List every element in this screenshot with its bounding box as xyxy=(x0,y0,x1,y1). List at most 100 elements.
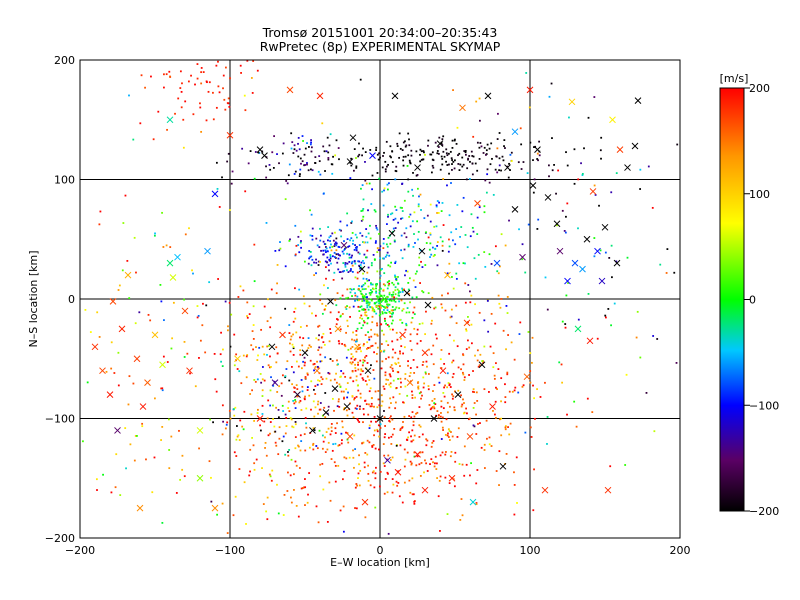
data-point-dot xyxy=(314,366,317,368)
data-point-dot xyxy=(380,323,383,326)
data-point-dot xyxy=(373,429,376,432)
data-point-dot xyxy=(261,345,264,348)
data-point-dot xyxy=(407,281,410,284)
data-point-dot xyxy=(432,255,435,258)
data-point-dot xyxy=(319,408,322,411)
data-point-dot xyxy=(327,239,329,242)
data-point-dot xyxy=(395,209,398,211)
data-point-dot xyxy=(375,227,378,229)
data-point-dot xyxy=(243,94,246,97)
data-point-dot xyxy=(419,474,422,477)
data-point-dot xyxy=(150,75,152,78)
data-point-dot xyxy=(645,391,648,394)
data-point-dot xyxy=(430,322,433,325)
data-point-dot xyxy=(390,261,393,264)
data-point-dot xyxy=(403,199,406,202)
data-point-dot xyxy=(334,480,337,483)
data-point-dot xyxy=(520,143,523,146)
data-point-dot xyxy=(290,365,293,368)
data-point-dot xyxy=(371,309,374,312)
data-point-dot xyxy=(304,395,306,398)
data-point-dot xyxy=(105,370,108,373)
data-point-dot xyxy=(253,177,256,180)
data-point-dot xyxy=(461,371,464,374)
data-point-dot xyxy=(324,260,327,263)
data-point-dot xyxy=(366,306,369,309)
data-point-dot xyxy=(428,404,431,406)
data-point-dot xyxy=(364,288,367,290)
data-point-dot xyxy=(604,316,607,319)
data-point-dot xyxy=(471,226,474,229)
data-point-dot xyxy=(352,355,354,358)
data-point-dot xyxy=(440,400,443,403)
data-point-dot xyxy=(368,390,371,393)
data-point-dot xyxy=(217,278,219,280)
data-point-dot xyxy=(326,448,329,451)
data-point-dot xyxy=(410,440,413,443)
data-point-dot xyxy=(368,441,371,444)
data-point-dot xyxy=(346,252,348,255)
data-point-dot xyxy=(518,333,521,335)
data-point-cross xyxy=(394,468,402,476)
data-point-dot xyxy=(380,349,382,352)
data-point-dot xyxy=(291,425,294,428)
data-point-dot xyxy=(394,260,397,263)
data-point-cross xyxy=(334,325,342,333)
data-point-dot xyxy=(583,147,585,150)
data-point-dot xyxy=(377,249,380,252)
data-point-cross xyxy=(166,259,174,267)
data-point-dot xyxy=(239,285,242,288)
data-point-dot xyxy=(308,472,311,474)
data-point-cross xyxy=(159,361,166,369)
data-point-dot xyxy=(486,143,489,146)
data-point-dot xyxy=(392,483,395,486)
data-point-dot xyxy=(397,292,400,294)
data-point-dot xyxy=(324,392,327,394)
data-point-dot xyxy=(293,148,296,151)
data-point-dot xyxy=(376,430,379,433)
data-point-dot xyxy=(315,272,317,275)
data-point-dot xyxy=(442,150,445,153)
data-point-dot xyxy=(665,272,668,274)
data-point-dot xyxy=(394,217,397,220)
data-point-dot xyxy=(539,396,542,398)
data-point-dot xyxy=(375,240,377,243)
data-point-dot xyxy=(434,333,437,336)
data-point-dot xyxy=(348,245,351,248)
data-point-dot xyxy=(411,390,413,393)
data-point-dot xyxy=(275,346,278,349)
data-point-dot xyxy=(389,375,392,378)
data-point-dot xyxy=(406,270,409,273)
chart-title-line-1: Tromsø 20151001 20:34:00–20:35:43 xyxy=(262,25,498,40)
data-point-dot xyxy=(498,164,501,167)
data-point-dot xyxy=(361,154,363,157)
data-point-dot xyxy=(445,418,448,421)
data-point-dot xyxy=(313,363,316,365)
data-point-dot xyxy=(218,206,221,208)
data-point-dot xyxy=(379,304,382,306)
data-point-dot xyxy=(437,212,440,214)
data-point-cross xyxy=(556,247,564,255)
data-point-dot xyxy=(315,505,318,508)
data-point-dot xyxy=(371,188,373,191)
data-point-cross xyxy=(186,367,193,375)
data-point-dot xyxy=(413,306,416,309)
data-point-dot xyxy=(373,259,376,261)
data-point-dot xyxy=(378,302,380,305)
data-point-dot xyxy=(149,319,152,322)
data-point-dot xyxy=(443,155,446,158)
data-point-dot xyxy=(125,467,127,470)
data-point-dot xyxy=(160,300,163,303)
data-point-dot xyxy=(317,403,319,406)
data-point-dot xyxy=(464,151,467,154)
data-point-dot xyxy=(288,379,291,382)
data-point-dot xyxy=(381,400,384,403)
data-point-dot xyxy=(388,182,390,185)
data-point-dot xyxy=(410,154,413,157)
data-point-dot xyxy=(355,350,358,353)
data-point-dot xyxy=(394,293,397,296)
data-point-dot xyxy=(319,463,322,466)
data-point-dot xyxy=(346,382,349,384)
data-point-dot xyxy=(350,237,353,240)
data-point-dot xyxy=(461,514,464,517)
